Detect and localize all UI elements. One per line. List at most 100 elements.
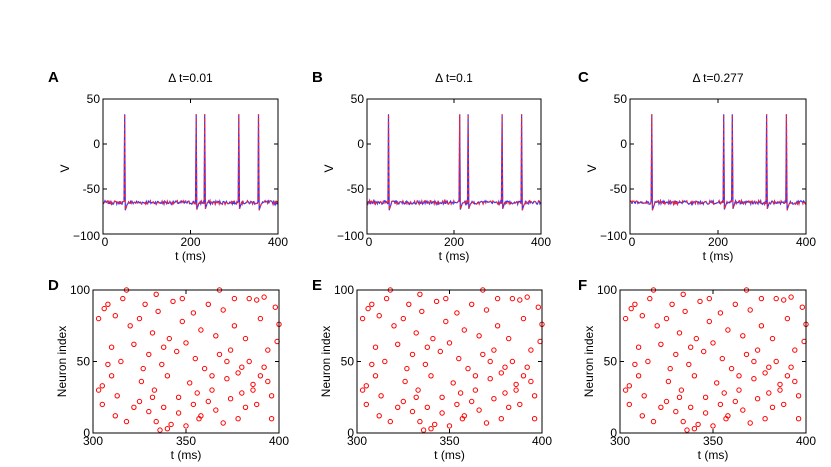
scatter-point: [626, 401, 632, 408]
scatter-point: [456, 355, 462, 362]
scatter-point: [678, 387, 685, 393]
y-tick-label: 0: [357, 137, 364, 151]
scatter-point: [465, 365, 471, 372]
scatter-point: [799, 304, 805, 310]
y-axis-label: V: [322, 164, 336, 172]
y-tick-label: −100: [73, 229, 100, 243]
scatter-point: [175, 410, 182, 416]
scatter-point: [513, 381, 519, 388]
x-tick-label: 300: [347, 434, 367, 448]
scatter-point: [454, 401, 460, 408]
y-axis-label: V: [585, 164, 599, 172]
scatter-point: [524, 364, 530, 370]
scatter-point: [446, 423, 453, 429]
scatter-point: [667, 365, 673, 372]
scatter-point: [506, 335, 512, 342]
scatter-point: [691, 373, 698, 379]
x-tick-label: 350: [703, 434, 723, 448]
scatter-point: [792, 347, 798, 353]
scatter-point: [359, 387, 366, 393]
y-tick-label: 0: [347, 426, 354, 440]
scatter-point: [695, 421, 701, 428]
scatter-point: [502, 390, 508, 396]
scatter-point: [513, 387, 519, 393]
scatter-point: [751, 376, 757, 382]
scatter-point: [387, 418, 393, 425]
x-axis-label: t (ms): [698, 448, 729, 462]
chart-title: Δ t=0.1: [435, 71, 473, 85]
scatter-point: [494, 295, 501, 302]
scatter-point: [439, 410, 445, 416]
scatter-point: [120, 295, 126, 302]
y-tick-label: -50: [610, 182, 628, 196]
series-line-red: [102, 114, 279, 211]
scatter-point: [424, 344, 430, 350]
y-tick-label: 0: [83, 426, 90, 440]
scatter-point: [254, 297, 260, 303]
scatter-point: [157, 427, 163, 433]
scatter-point: [673, 408, 679, 415]
scatter-point: [663, 398, 670, 405]
scatter-point: [766, 364, 772, 370]
scatter-point: [654, 323, 660, 329]
scatter-point: [224, 376, 230, 382]
scatter-point: [417, 418, 423, 425]
scatter-point: [430, 335, 436, 342]
scatter-point: [400, 315, 406, 322]
scatter-point: [198, 327, 204, 333]
x-tick-label: 350: [439, 434, 459, 448]
y-tick-label: 50: [614, 92, 628, 106]
x-axis-label: t (ms): [434, 448, 465, 462]
scatter-point: [118, 358, 124, 365]
y-tick-label: 50: [604, 355, 618, 369]
scatter-point: [198, 413, 204, 419]
y-tick-label: -50: [347, 182, 365, 196]
scatter-point: [213, 333, 219, 339]
scatter-point: [95, 387, 102, 393]
scatter-point: [428, 426, 434, 432]
scatter-point: [246, 358, 252, 365]
scatter-point: [628, 305, 634, 312]
scatter-point: [443, 318, 449, 325]
scatter-point: [706, 295, 712, 302]
scatter-point: [422, 361, 429, 368]
scatter-point: [721, 390, 727, 396]
scatter-point: [795, 393, 802, 399]
scatter-point: [736, 373, 742, 379]
scatter-point: [443, 295, 449, 302]
scatter-point: [383, 295, 390, 302]
panel-label-d: D: [48, 277, 59, 294]
scatter-point: [146, 351, 152, 358]
scatter-point: [239, 364, 245, 370]
scatter-point: [174, 348, 180, 355]
scatter-point: [224, 358, 230, 365]
y-tick-label: 100: [597, 283, 617, 297]
scatter-point: [365, 305, 371, 312]
scatter-point: [491, 396, 497, 402]
x-tick-label: 400: [531, 235, 551, 249]
scatter-point: [676, 330, 683, 336]
y-tick-label: −100: [600, 229, 627, 243]
scatter-point: [645, 358, 651, 365]
scatter-point: [758, 295, 765, 302]
scatter-point: [359, 315, 366, 322]
scatter-point: [95, 315, 102, 322]
scatter-point: [372, 344, 379, 350]
scatter-point: [428, 373, 434, 379]
scatter-point: [209, 373, 215, 379]
scatter-point: [419, 308, 425, 315]
scatter-point: [684, 427, 690, 433]
scatter-point: [725, 327, 731, 333]
scatter-point: [676, 394, 683, 400]
x-tick-label: 200: [180, 235, 200, 249]
scatter-point: [175, 394, 182, 400]
series-line-red: [366, 114, 542, 211]
scatter-point: [688, 344, 694, 350]
scatter-point: [432, 421, 438, 428]
scatter-point: [788, 364, 794, 370]
scatter-point: [239, 390, 245, 396]
x-tick-label: 350: [176, 434, 196, 448]
y-axis-label: V: [58, 164, 72, 172]
scatter-point: [131, 404, 137, 410]
